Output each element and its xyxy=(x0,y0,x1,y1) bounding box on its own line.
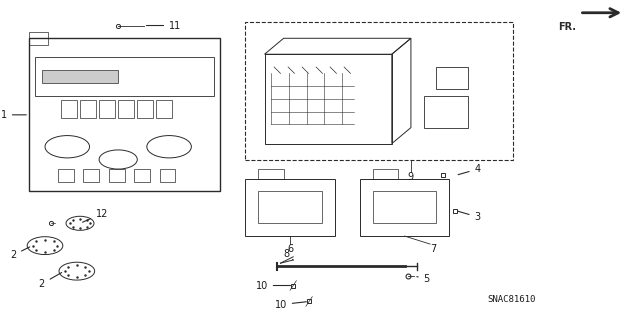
Text: 10: 10 xyxy=(255,280,291,291)
Bar xyxy=(99,100,115,118)
Text: 6: 6 xyxy=(287,244,293,254)
Bar xyxy=(58,169,74,182)
Bar xyxy=(61,100,77,118)
Bar xyxy=(29,32,48,45)
Bar xyxy=(83,169,99,182)
Bar xyxy=(424,96,468,128)
Text: 11: 11 xyxy=(147,20,181,31)
Bar xyxy=(246,179,335,236)
Text: 7: 7 xyxy=(430,244,436,254)
Text: 4: 4 xyxy=(458,164,481,175)
Bar xyxy=(436,67,468,89)
Bar xyxy=(156,100,172,118)
Bar xyxy=(35,57,214,96)
Text: 9: 9 xyxy=(408,172,414,182)
Bar xyxy=(109,169,125,182)
Bar xyxy=(258,191,322,223)
Text: 2: 2 xyxy=(10,247,30,260)
Bar xyxy=(137,100,153,118)
Bar xyxy=(118,100,134,118)
Text: 2: 2 xyxy=(38,272,61,289)
Bar xyxy=(134,169,150,182)
Bar xyxy=(372,191,436,223)
Bar xyxy=(42,70,118,83)
Text: 1: 1 xyxy=(1,110,26,120)
Text: 5: 5 xyxy=(417,274,430,284)
Text: 12: 12 xyxy=(83,209,108,222)
Bar xyxy=(246,22,513,160)
Bar xyxy=(264,54,392,144)
Bar xyxy=(80,100,96,118)
Text: 3: 3 xyxy=(458,211,481,222)
Bar xyxy=(29,38,220,191)
Bar xyxy=(159,169,175,182)
Text: 10: 10 xyxy=(275,300,307,310)
Bar xyxy=(360,179,449,236)
Text: FR.: FR. xyxy=(558,22,577,32)
Text: SNAC81610: SNAC81610 xyxy=(487,295,536,304)
Bar xyxy=(372,169,398,179)
Bar xyxy=(258,169,284,179)
Text: 8: 8 xyxy=(284,249,293,260)
